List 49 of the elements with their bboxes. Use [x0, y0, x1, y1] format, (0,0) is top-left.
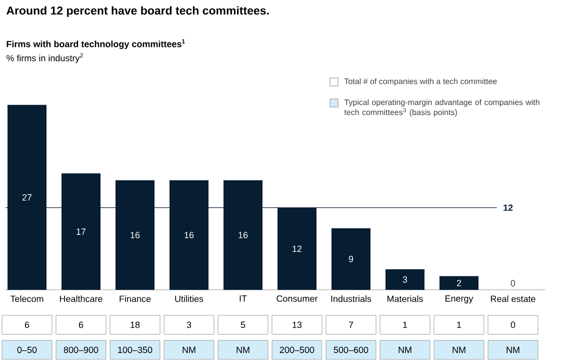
- data-label: 16: [130, 232, 140, 238]
- text: 500–600: [334, 346, 368, 354]
- text: 3: [186, 322, 192, 328]
- text: Total # of companies with a tech committee: [344, 78, 497, 86]
- data-label: 27: [22, 194, 32, 201]
- x-tick-label: Healthcare: [60, 296, 102, 302]
- ref-line-label: 12: [504, 204, 513, 211]
- text: 100–350: [118, 346, 152, 354]
- data-label: 2: [456, 280, 462, 286]
- data-label: 16: [184, 232, 194, 238]
- y-axis-title: % firms in industry$^{2}$: [6, 53, 83, 64]
- text: 1: [403, 322, 408, 328]
- x-tick-label: Real estate: [490, 296, 536, 302]
- text: NM: [398, 346, 412, 354]
- text: 0–50: [17, 346, 37, 354]
- text: 13: [292, 322, 302, 328]
- bar: [331, 228, 370, 290]
- text: NM: [506, 346, 520, 354]
- chart-subtitle: Firms with board technology committees$^{1}$: [6, 39, 185, 50]
- bar: [385, 270, 424, 290]
- text: 200–500: [280, 346, 314, 354]
- text: 18: [130, 322, 140, 328]
- data-label: 17: [76, 228, 86, 235]
- x-tick-label: Finance: [120, 296, 151, 302]
- text: 6: [78, 322, 84, 328]
- x-tick-label: Consumer: [276, 296, 318, 302]
- data-label: 3: [402, 276, 408, 283]
- data-label: 9: [348, 256, 354, 262]
- text: NM: [182, 346, 196, 354]
- text: 0: [510, 322, 516, 328]
- text: NM: [236, 346, 250, 354]
- text: 800–900: [64, 346, 98, 354]
- x-tick-label: IT: [240, 296, 247, 302]
- text: 5: [240, 322, 246, 328]
- x-tick-label: Energy: [445, 296, 474, 304]
- data-label: 12: [292, 246, 302, 252]
- x-tick-label: Utilities: [175, 296, 204, 302]
- text: 1: [457, 322, 462, 328]
- x-tick-label: Materials: [387, 296, 423, 302]
- text: 6: [24, 322, 30, 328]
- x-tick-label: Telecom: [10, 296, 44, 302]
- annotation: Typical operating-margin advantage of companies with tech committees$^{3}$ (basis points): [344, 99, 540, 117]
- data-label: 16: [238, 232, 248, 238]
- chart-title: Around 12 percent have board tech committees.: [6, 6, 269, 18]
- x-tick-label: Industrials: [331, 296, 372, 302]
- text: 7: [348, 322, 354, 328]
- data-label: 0: [510, 280, 516, 287]
- text: NM: [452, 346, 466, 354]
- bar: [439, 276, 478, 290]
